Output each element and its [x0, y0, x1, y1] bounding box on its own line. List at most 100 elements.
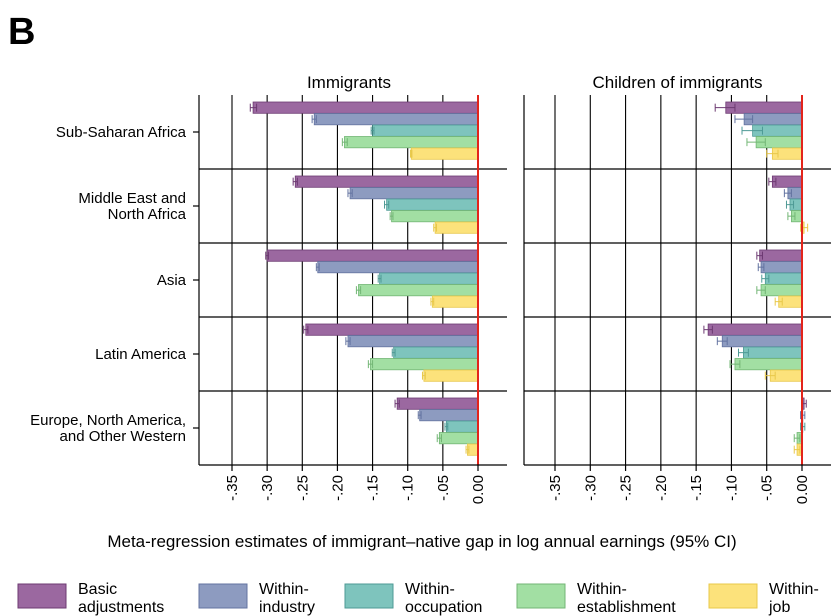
bar-within-occupation [445, 420, 479, 433]
x-tick-label: -.20 [329, 475, 346, 501]
bar-within-occupation [743, 346, 803, 359]
legend-label-line2: occupation [405, 599, 482, 616]
error-bar [793, 434, 801, 443]
legend-label-line1: Within- [577, 581, 627, 598]
x-tick-label: -.35 [224, 475, 241, 501]
legend: BasicadjustmentsWithin-industryWithin-oc… [17, 581, 819, 616]
error-bar [761, 274, 770, 283]
panel-letter: B [8, 11, 35, 53]
error-bar [714, 103, 736, 112]
error-bar [436, 434, 442, 443]
x-axis-title: Meta-regression estimates of immigrant–n… [107, 532, 736, 551]
bar-within-industry [760, 261, 803, 274]
error-bar [265, 251, 270, 260]
error-bar [716, 337, 728, 346]
legend-swatch [198, 583, 248, 609]
error-bar [391, 348, 396, 357]
legend-label-line2: job [768, 599, 790, 616]
bar-within-establishment [760, 284, 803, 297]
x-tick-label: 0.00 [794, 475, 811, 504]
error-bar [315, 263, 320, 272]
x-tick-label: -.15 [688, 475, 705, 501]
bar-basic-adjustments [759, 249, 803, 262]
legend-label-line1: Basic [78, 581, 117, 598]
x-tick-label: -.10 [723, 475, 740, 501]
panels: Immigrants -.35 -.30 -.25 -.20 -.15 -.10 -.05 0.… [30, 73, 831, 504]
error-bar [757, 263, 765, 272]
panel-immigrants: Immigrants -.35 -.30 -.25 -.20 -.15 -.10 -.05 0.… [30, 73, 507, 504]
bar-within-job [431, 295, 479, 308]
error-bar [303, 325, 309, 334]
category-label: Latin America [95, 346, 187, 363]
bar-basic-adjustments [396, 397, 479, 410]
error-bar [384, 200, 390, 209]
error-bar [345, 337, 351, 346]
error-bar [370, 126, 375, 135]
error-bar [793, 445, 801, 454]
bar-within-industry [313, 113, 479, 126]
bar-basic-adjustments [305, 323, 479, 336]
error-bar [410, 149, 413, 158]
bar-within-establishment [391, 210, 479, 223]
x-tick-label: -.10 [400, 475, 417, 501]
x-tick-label: -.25 [618, 475, 635, 501]
error-bar [347, 189, 353, 198]
bar-within-industry [317, 261, 479, 274]
error-bar [768, 177, 777, 186]
legend-label-line1: Within- [405, 581, 455, 598]
error-bar [311, 115, 317, 124]
error-bar [764, 371, 776, 380]
bar-within-establishment [344, 136, 479, 149]
bar-within-occupation [372, 124, 479, 137]
error-bar [756, 286, 766, 295]
error-bar [389, 212, 394, 221]
bar-within-job [423, 369, 479, 382]
x-tick-label: -.25 [294, 475, 311, 501]
x-tick-label: -.05 [759, 475, 776, 501]
x-tick-label: -.15 [365, 475, 382, 501]
bar-within-job [410, 147, 479, 160]
error-bar [465, 445, 470, 454]
error-bar [729, 360, 741, 369]
legend-label-line2: adjustments [78, 599, 164, 616]
category-label: and Other Western [60, 428, 186, 445]
bar-within-establishment [734, 358, 803, 371]
x-tick-label: -.35 [547, 475, 564, 501]
bar-basic-adjustments [771, 175, 803, 188]
error-bar [756, 251, 763, 260]
panel-title: Children of immigrants [592, 73, 762, 92]
bar-basic-adjustments [266, 249, 479, 262]
error-bar [421, 371, 426, 380]
bar-basic-adjustments [707, 323, 803, 336]
error-bar [430, 297, 435, 306]
bar-basic-adjustments [252, 101, 479, 114]
error-bar [737, 348, 749, 357]
legend-label-line2: establishment [577, 599, 676, 616]
error-bar [774, 297, 783, 306]
error-bar [394, 399, 400, 408]
x-tick-label: -.20 [653, 475, 670, 501]
legend-label-line1: Within- [769, 581, 819, 598]
bar-within-establishment [438, 432, 479, 445]
error-bar [783, 189, 792, 198]
category-label: Asia [157, 272, 187, 289]
error-bar [377, 274, 382, 283]
bar-basic-adjustments [294, 175, 479, 188]
error-bar [741, 126, 763, 135]
panel-children-of-immigrants: Children of immigrants -.35 -.30 -.25 -.20 -.… [523, 73, 831, 504]
error-bar [785, 200, 795, 209]
bar-within-industry [349, 187, 479, 200]
bar-within-occupation [764, 272, 803, 285]
bar-within-job [434, 221, 479, 234]
error-bar [341, 138, 348, 147]
error-bar [355, 286, 362, 295]
error-bar [787, 212, 796, 221]
bar-within-establishment [358, 284, 479, 297]
bar-within-industry [721, 335, 803, 348]
x-tick-label: -.30 [259, 475, 276, 501]
bar-within-occupation [386, 198, 479, 211]
category-label: Europe, North America, [30, 412, 186, 429]
error-bar [367, 360, 374, 369]
